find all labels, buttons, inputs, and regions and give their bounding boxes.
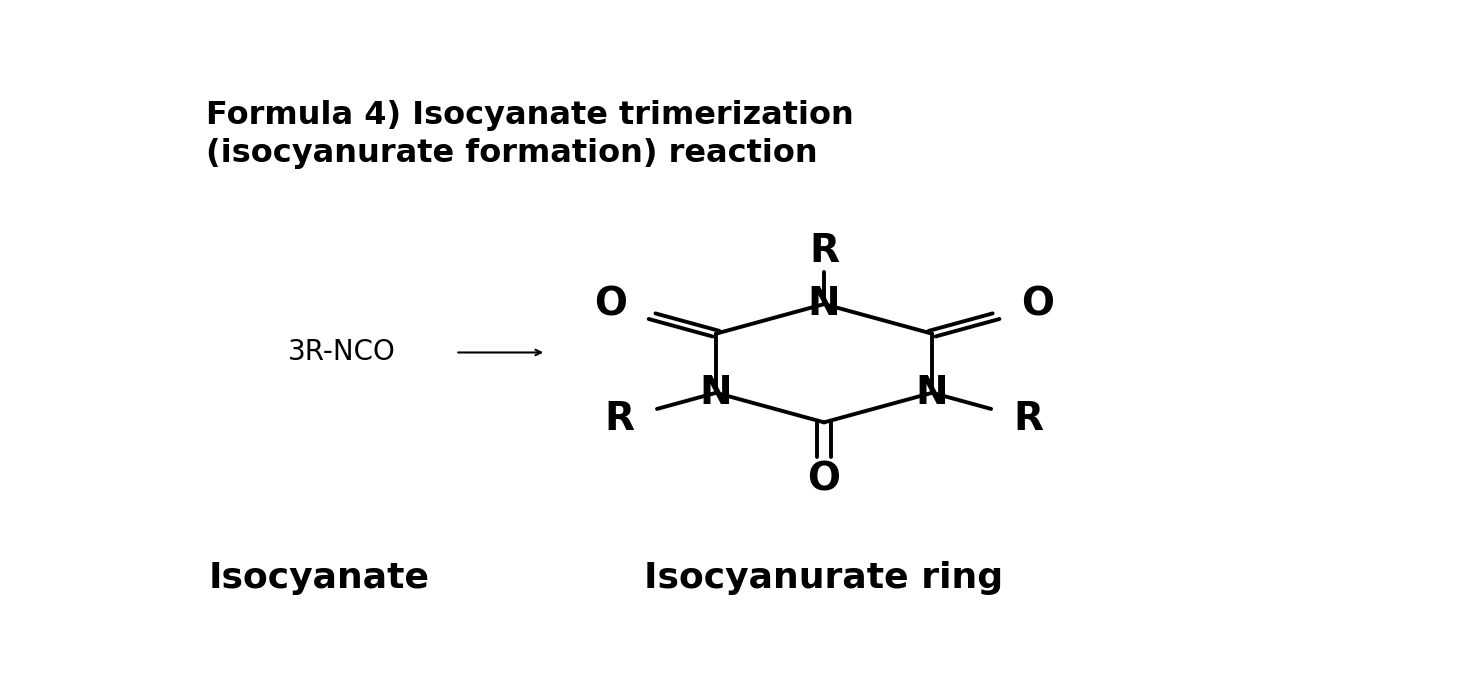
Text: N: N — [916, 374, 949, 412]
Text: Isocyanurate ring: Isocyanurate ring — [644, 561, 1004, 595]
Text: R: R — [1013, 400, 1044, 438]
Text: Isocyanate: Isocyanate — [209, 561, 429, 595]
Text: N: N — [808, 285, 840, 323]
Text: O: O — [1020, 286, 1054, 324]
Text: O: O — [594, 286, 628, 324]
Text: R: R — [810, 232, 839, 270]
Text: Formula 4) Isocyanate trimerization
(isocyanurate formation) reaction: Formula 4) Isocyanate trimerization (iso… — [205, 100, 854, 169]
Text: N: N — [700, 374, 732, 412]
Text: R: R — [605, 400, 635, 438]
Text: 3R-NCO: 3R-NCO — [288, 339, 395, 366]
Text: O: O — [808, 461, 840, 499]
